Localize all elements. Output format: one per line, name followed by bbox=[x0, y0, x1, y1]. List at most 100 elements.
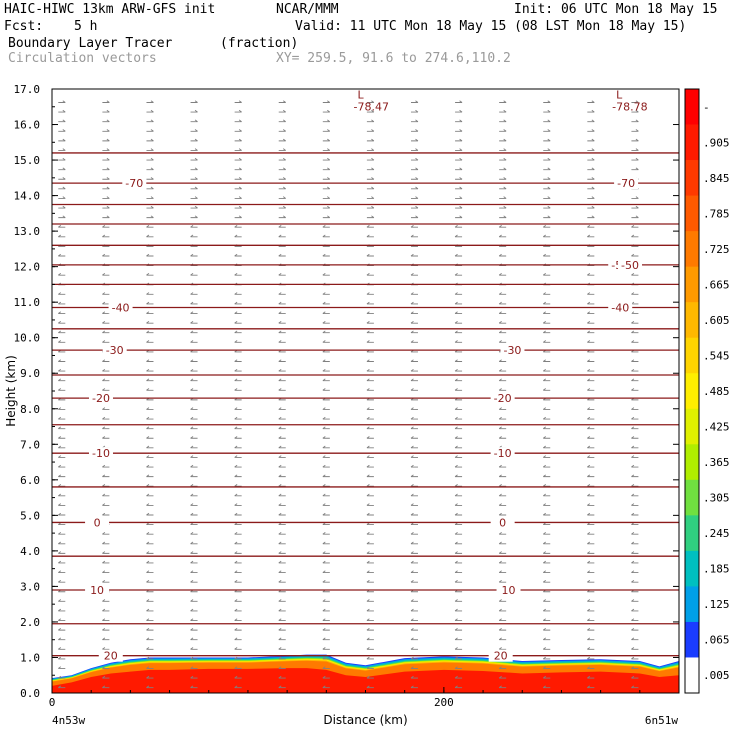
wind-vector bbox=[366, 129, 375, 132]
wind-vector bbox=[102, 273, 110, 276]
wind-vector bbox=[190, 340, 198, 343]
wind-vector bbox=[542, 416, 551, 420]
wind-vector bbox=[278, 618, 286, 621]
wind-vector bbox=[234, 675, 242, 679]
wind-vector bbox=[102, 474, 110, 478]
wind-vector bbox=[454, 340, 463, 343]
wind-vector bbox=[102, 138, 110, 142]
wind-vector bbox=[454, 579, 463, 583]
wind-vector bbox=[498, 225, 507, 228]
wind-vector bbox=[278, 148, 286, 151]
wind-vector bbox=[631, 378, 639, 382]
wind-vector bbox=[631, 647, 639, 650]
wind-vector bbox=[102, 484, 110, 487]
wind-vector bbox=[190, 177, 198, 180]
isotherm-label: -30 bbox=[503, 344, 521, 357]
wind-vector bbox=[631, 455, 639, 458]
wind-vector bbox=[234, 119, 242, 123]
wind-vector bbox=[498, 484, 507, 487]
wind-vector bbox=[234, 196, 242, 199]
wind-vector bbox=[322, 186, 331, 190]
y-tick-label: 6.0 bbox=[20, 474, 40, 487]
wind-vector bbox=[102, 666, 110, 669]
wind-vector bbox=[498, 368, 507, 372]
wind-vector bbox=[190, 445, 198, 449]
wind-vector bbox=[366, 666, 374, 669]
wind-vector bbox=[58, 330, 66, 334]
wind-vector bbox=[631, 570, 639, 574]
wind-vector bbox=[278, 484, 286, 487]
wind-vector bbox=[58, 368, 66, 372]
wind-vector bbox=[498, 675, 507, 679]
wind-vector bbox=[498, 292, 507, 295]
wind-vector bbox=[58, 685, 66, 689]
wind-vector bbox=[322, 157, 331, 161]
wind-vector bbox=[146, 196, 154, 199]
wind-vector bbox=[454, 407, 463, 410]
wind-vector bbox=[498, 618, 507, 621]
wind-vector bbox=[366, 292, 374, 295]
wind-vector bbox=[542, 512, 551, 516]
wind-vector bbox=[499, 177, 507, 180]
wind-vector bbox=[322, 560, 330, 564]
wind-vector bbox=[587, 273, 595, 276]
y-tick-label: 11.0 bbox=[14, 296, 41, 309]
wind-vector bbox=[58, 340, 66, 343]
wind-vector bbox=[542, 647, 551, 650]
y-tick-label: 1.0 bbox=[20, 651, 40, 664]
wind-vector bbox=[58, 416, 66, 420]
wind-vector bbox=[542, 407, 551, 410]
wind-vector bbox=[542, 560, 551, 564]
wind-vector bbox=[102, 378, 110, 382]
wind-vector bbox=[631, 618, 639, 621]
wind-vector bbox=[498, 627, 507, 631]
wind-vector bbox=[587, 685, 595, 689]
wind-vector bbox=[499, 205, 507, 209]
wind-vector bbox=[58, 311, 66, 314]
wind-vector bbox=[146, 512, 154, 516]
colorbar-label: .065 bbox=[703, 634, 730, 647]
wind-vector bbox=[58, 109, 66, 113]
wind-vector bbox=[454, 532, 463, 535]
wind-vector bbox=[278, 253, 286, 257]
wind-vector bbox=[366, 148, 375, 151]
wind-vector bbox=[190, 129, 198, 132]
wind-vector bbox=[499, 100, 507, 103]
colorbar-cell bbox=[685, 124, 699, 161]
wind-vector bbox=[631, 368, 639, 372]
wind-vector bbox=[58, 426, 66, 430]
wind-vector bbox=[587, 215, 595, 219]
wind-vector bbox=[498, 579, 507, 583]
wind-vector bbox=[410, 416, 418, 420]
wind-vector bbox=[234, 532, 242, 535]
colorbar-cell bbox=[685, 89, 699, 125]
wind-vector bbox=[278, 167, 286, 171]
wind-vector bbox=[278, 359, 286, 362]
wind-vector bbox=[190, 474, 198, 478]
wind-vector bbox=[234, 637, 242, 641]
wind-vector bbox=[498, 685, 507, 689]
wind-vector bbox=[410, 138, 419, 142]
wind-vector bbox=[454, 618, 463, 621]
x-tick-label: 200 bbox=[434, 696, 454, 709]
isotherm-label-bg bbox=[88, 447, 113, 460]
wind-vector bbox=[410, 119, 419, 123]
wind-vector bbox=[322, 378, 330, 382]
x-end-label-right: 6n51w bbox=[645, 714, 678, 727]
wind-vector bbox=[542, 666, 551, 669]
wind-vector bbox=[322, 541, 330, 545]
wind-vector bbox=[498, 560, 507, 564]
wind-vector bbox=[146, 426, 154, 430]
wind-vector bbox=[498, 340, 507, 343]
wind-vector bbox=[234, 100, 242, 103]
wind-vector bbox=[498, 551, 507, 554]
wind-vector bbox=[587, 138, 595, 142]
wind-vector bbox=[278, 426, 286, 430]
wind-vector bbox=[190, 378, 198, 382]
wind-vector bbox=[102, 637, 110, 641]
colorbar-cell bbox=[685, 302, 699, 339]
wind-vector bbox=[278, 330, 286, 334]
field-name: Boundary Layer Tracer bbox=[8, 36, 173, 51]
wind-vector bbox=[366, 493, 374, 497]
wind-vector bbox=[410, 474, 418, 478]
